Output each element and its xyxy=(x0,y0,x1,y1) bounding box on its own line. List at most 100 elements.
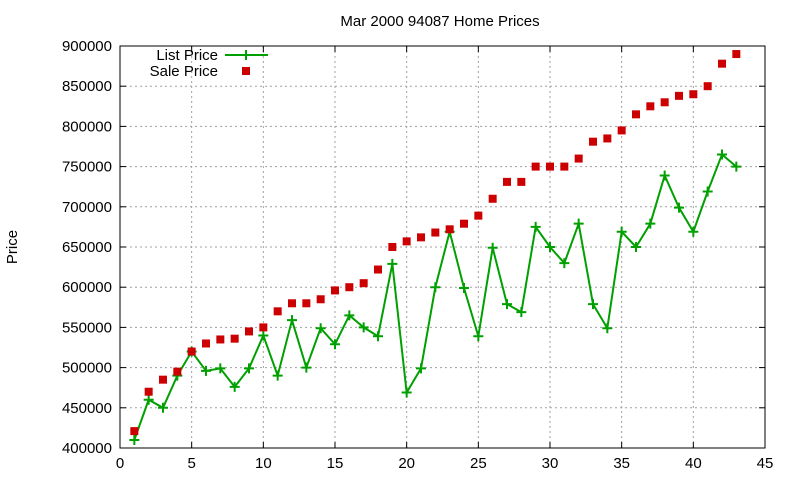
list-price-point xyxy=(674,202,684,213)
x-tick-label: 45 xyxy=(757,455,774,472)
list-price-point xyxy=(530,221,541,232)
list-price-point xyxy=(158,402,168,413)
sale-price-point xyxy=(474,211,483,220)
sale-price-point xyxy=(560,162,569,171)
sale-price-point xyxy=(732,50,741,59)
sale-price-point xyxy=(445,225,454,234)
sale-price-point xyxy=(517,177,526,186)
list-price-point xyxy=(143,394,154,405)
sale-price-point xyxy=(331,286,339,295)
sale-price-point xyxy=(603,134,612,143)
sale-price-point xyxy=(173,367,182,376)
list-price-point xyxy=(401,387,412,398)
x-tick-label: 0 xyxy=(116,455,124,472)
list-price-point xyxy=(545,242,555,252)
y-tick-label: 550000 xyxy=(62,319,112,336)
sale-price-point xyxy=(245,327,253,336)
sale-price-point xyxy=(617,126,626,135)
y-tick-label: 850000 xyxy=(62,78,112,95)
list-price-point xyxy=(731,161,742,172)
sale-price-point xyxy=(159,375,167,384)
sale-price-point xyxy=(216,335,225,344)
list-price-point xyxy=(229,381,240,392)
sale-price-point xyxy=(288,299,296,308)
sale-price-point xyxy=(589,137,597,146)
sale-price-point xyxy=(202,339,210,348)
legend-label-sale-price: Sale Price xyxy=(150,63,218,80)
list-price-point xyxy=(287,315,297,326)
y-tick-label: 650000 xyxy=(62,239,112,256)
sale-price-point xyxy=(144,387,153,396)
list-price-line xyxy=(133,152,737,441)
list-price-point xyxy=(688,226,699,237)
x-tick-label: 20 xyxy=(398,455,415,472)
list-price-point xyxy=(301,362,312,373)
list-price-point xyxy=(129,434,140,445)
list-price-point xyxy=(344,310,355,321)
x-tick-label: 15 xyxy=(327,455,344,472)
x-tick-label: 30 xyxy=(542,455,559,472)
list-price-point xyxy=(416,363,426,374)
y-tick-label: 400000 xyxy=(62,440,112,457)
sale-price-point xyxy=(273,307,282,316)
list-price-point xyxy=(631,242,641,252)
sale-price-point xyxy=(402,237,411,246)
x-tick-label: 35 xyxy=(613,455,630,472)
legend-marker-list-price xyxy=(241,50,251,60)
legend: List Price Sale Price xyxy=(150,47,268,80)
sale-price-point xyxy=(388,243,397,251)
list-price-point xyxy=(215,363,226,374)
list-price-point xyxy=(459,283,469,294)
sale-price-point xyxy=(345,283,354,292)
legend-marker-sale-price xyxy=(242,67,250,75)
y-tick-label: 450000 xyxy=(62,400,112,417)
y-tick-label: 750000 xyxy=(62,159,112,176)
ticks: 0 5 10 15 20 25 30 35 40 45 400000 450000 500000 5500… xyxy=(62,38,773,472)
list-price-point xyxy=(573,218,584,229)
sale-price-point xyxy=(718,59,726,68)
list-price-point xyxy=(201,365,211,376)
list-price-point xyxy=(659,170,670,181)
y-tick-label: 600000 xyxy=(62,279,112,296)
y-tick-label: 900000 xyxy=(62,38,112,55)
sale-price-point xyxy=(302,299,311,308)
sale-price-point xyxy=(488,194,497,203)
sale-price-point xyxy=(689,90,698,99)
list-price-point xyxy=(645,218,656,229)
list-price-point xyxy=(702,186,713,197)
sale-price-point xyxy=(359,279,368,288)
list-price-point xyxy=(373,331,383,342)
sale-price-point xyxy=(531,162,540,171)
list-price-point xyxy=(502,299,512,310)
list-price-point xyxy=(358,322,369,333)
sale-price-point xyxy=(546,162,554,171)
sale-price-point xyxy=(632,110,640,119)
x-tick-label: 40 xyxy=(685,455,702,472)
sale-price-point xyxy=(574,154,583,163)
list-price-point xyxy=(487,242,498,253)
y-tick-label: 800000 xyxy=(62,118,112,135)
y-tick-label: 500000 xyxy=(62,360,112,377)
sale-price-point xyxy=(660,98,669,107)
list-price-point xyxy=(387,258,398,269)
sale-price-point xyxy=(417,233,425,242)
list-price-point xyxy=(616,226,627,237)
grid xyxy=(120,46,765,448)
list-price-point xyxy=(717,149,727,160)
y-tick-label: 700000 xyxy=(62,199,112,216)
list-price-point xyxy=(588,299,598,310)
list-price-point xyxy=(602,323,613,334)
sale-price-point xyxy=(646,102,655,111)
sale-price-point xyxy=(374,265,382,274)
sale-price-point xyxy=(431,228,440,237)
sale-price-point xyxy=(316,295,325,304)
list-price-point xyxy=(258,330,269,341)
sale-price-point xyxy=(503,177,511,186)
sale-price-point xyxy=(130,427,139,436)
list-price-point xyxy=(244,363,254,374)
y-axis-label: Price xyxy=(4,230,21,264)
list-price-point xyxy=(272,370,283,381)
sale-price-point xyxy=(460,219,468,228)
sale-price-point xyxy=(230,334,239,343)
